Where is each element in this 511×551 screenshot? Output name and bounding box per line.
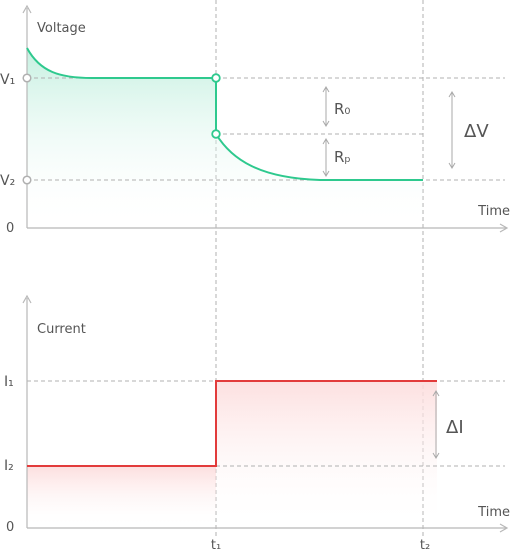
- voltage-x-axis-arrow: [499, 223, 509, 233]
- i2-tick-label: I₂: [4, 458, 14, 474]
- delta-i-label: ΔI: [446, 417, 464, 438]
- v2-marker: [22, 175, 32, 185]
- v1-tick-label: V₁: [0, 72, 15, 88]
- delta-v-arrow-top-head: [448, 91, 456, 98]
- v1-marker: [22, 73, 32, 83]
- current-y-axis-arrow: [22, 294, 32, 304]
- current-panel: Current Time I₁ I₂ 0 ΔI: [4, 294, 510, 535]
- step-bottom-marker: [211, 129, 221, 139]
- current-x-axis-arrow: [499, 523, 509, 533]
- voltage-axis-label: Voltage: [37, 21, 86, 36]
- current-step-line: [27, 380, 437, 467]
- rp-arrow-bottom-head: [322, 170, 330, 177]
- step-top-marker: [211, 73, 221, 83]
- voltage-y-axis-arrow: [22, 4, 32, 14]
- voltage-time-label: Time: [477, 204, 510, 219]
- r0-arrow-top-head: [322, 86, 330, 93]
- current-area-fill-low: [27, 466, 216, 528]
- voltage-zero-tick-label: 0: [6, 221, 14, 236]
- delta-i-arrow-bottom-head: [432, 452, 440, 459]
- i1-tick-label: I₁: [4, 374, 14, 390]
- current-time-label: Time: [477, 505, 510, 520]
- current-area-fill-high: [216, 381, 437, 528]
- t2-tick-label: t₂: [420, 538, 430, 551]
- v2-tick-label: V₂: [0, 173, 15, 189]
- current-axis-label: Current: [37, 322, 86, 337]
- delta-v-label: ΔV: [464, 121, 489, 142]
- rp-label: Rₚ: [334, 148, 351, 166]
- r0-label: R₀: [334, 100, 350, 118]
- delta-v-arrow-bottom-head: [448, 162, 456, 169]
- voltage-panel: Voltage Time V₁ V₂ 0 R₀ Rₚ ΔV: [0, 4, 510, 236]
- current-zero-tick-label: 0: [6, 520, 14, 535]
- rp-arrow-top-head: [322, 138, 330, 145]
- voltage-area-fill: [27, 48, 423, 228]
- delta-i-arrow-top-head: [432, 390, 440, 397]
- t1-tick-label: t₁: [211, 538, 221, 551]
- r0-arrow-bottom-head: [322, 120, 330, 127]
